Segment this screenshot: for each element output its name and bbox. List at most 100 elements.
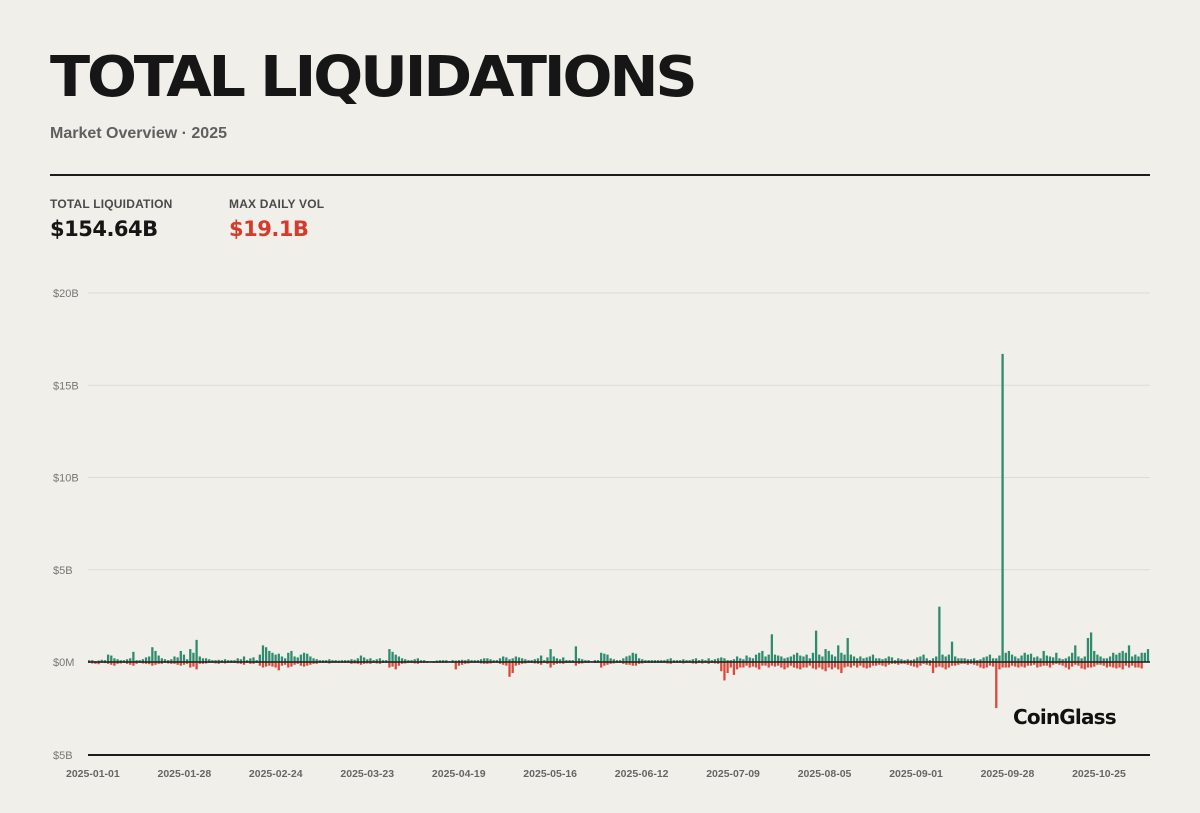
short-bar: [1036, 662, 1039, 668]
long-bar: [950, 641, 954, 663]
long-bar: [204, 658, 208, 662]
long-bar: [508, 659, 511, 662]
long-bar: [811, 652, 815, 662]
long-bar: [906, 659, 909, 662]
long-bar: [672, 660, 676, 662]
short-bar: [192, 662, 195, 667]
long-bar: [132, 651, 135, 662]
long-bar: [1067, 656, 1071, 662]
long-bar: [745, 655, 748, 662]
x-tick-label: 2025-07-09: [706, 768, 760, 780]
long-bar: [442, 660, 445, 662]
short-bar: [498, 662, 502, 664]
short-bar: [767, 662, 770, 668]
long-bar: [979, 659, 982, 662]
long-bar: [362, 657, 366, 662]
long-bar: [1039, 658, 1042, 662]
short-bar: [290, 662, 293, 667]
short-bar: [761, 662, 764, 666]
short-bar: [552, 662, 555, 665]
short-bar: [1112, 662, 1115, 668]
long-bar: [476, 660, 480, 662]
short-bar: [979, 662, 982, 668]
short-bar: [110, 662, 113, 665]
short-bar: [258, 662, 261, 666]
short-bar: [631, 662, 634, 666]
long-bar: [347, 660, 350, 662]
long-bar: [530, 660, 533, 662]
long-bar: [735, 656, 739, 662]
long-bar: [941, 654, 944, 662]
short-bar: [833, 662, 837, 668]
long-bar: [985, 656, 988, 662]
long-bar: [1080, 658, 1083, 662]
long-bar: [1134, 654, 1137, 662]
short-bar: [966, 662, 969, 665]
stat-value: $154.64B: [50, 217, 158, 241]
long-bar: [574, 646, 578, 662]
long-bar: [909, 660, 913, 662]
long-bar: [720, 657, 723, 662]
short-bar: [135, 662, 138, 664]
long-bar: [577, 658, 581, 662]
short-bar: [906, 662, 909, 665]
long-bar: [631, 652, 634, 662]
short-bar: [802, 662, 805, 668]
long-bar: [1118, 652, 1121, 662]
short-bar: [859, 662, 862, 666]
long-bar: [887, 656, 890, 662]
short-bar: [116, 662, 119, 664]
long-bar: [808, 658, 811, 662]
page-title: TOTAL LIQUIDATIONS: [50, 45, 698, 110]
long-bar: [922, 654, 925, 662]
x-tick-label: 2025-09-28: [981, 768, 1035, 780]
short-bar: [950, 662, 954, 666]
short-bar: [176, 662, 179, 665]
long-bar: [198, 656, 201, 662]
long-bar: [182, 654, 186, 662]
long-bar: [404, 659, 407, 662]
short-bar: [669, 662, 672, 664]
long-bar: [258, 654, 261, 662]
long-bar: [423, 660, 426, 662]
short-bar: [97, 662, 100, 665]
long-bar: [707, 658, 710, 662]
long-bar: [969, 659, 973, 662]
short-bar: [843, 662, 846, 668]
long-bar: [467, 659, 470, 662]
short-bar: [1077, 662, 1080, 666]
long-bar: [113, 658, 116, 662]
long-bar: [701, 659, 704, 662]
short-bar: [1115, 662, 1118, 669]
long-bar: [628, 655, 631, 662]
long-bar: [195, 639, 198, 662]
long-bar: [220, 660, 224, 662]
short-bar: [1029, 662, 1033, 666]
short-bar: [132, 662, 135, 666]
x-tick-label: 2025-08-05: [798, 768, 852, 780]
long-bar: [619, 660, 622, 662]
long-bar: [265, 647, 268, 662]
long-bar: [966, 659, 969, 662]
coinglass-watermark: CoinGlass: [1013, 705, 1117, 729]
long-bar: [192, 652, 195, 662]
short-bar: [173, 662, 176, 664]
short-bar: [508, 662, 511, 677]
short-bar: [154, 662, 157, 665]
long-bar: [685, 660, 688, 662]
short-bar: [628, 662, 631, 665]
x-tick-label: 2025-03-23: [340, 768, 394, 780]
long-bar: [881, 659, 884, 662]
short-bar: [555, 662, 559, 664]
long-bar: [381, 660, 385, 662]
short-bar: [252, 662, 255, 664]
long-bar: [947, 654, 950, 662]
long-bar: [1052, 657, 1055, 662]
short-bar: [846, 662, 849, 667]
short-bar: [536, 662, 540, 664]
long-bar: [334, 660, 337, 662]
short-bar: [1052, 662, 1055, 665]
long-bar: [125, 659, 129, 662]
short-bar: [1042, 662, 1045, 666]
long-bar: [893, 660, 897, 662]
